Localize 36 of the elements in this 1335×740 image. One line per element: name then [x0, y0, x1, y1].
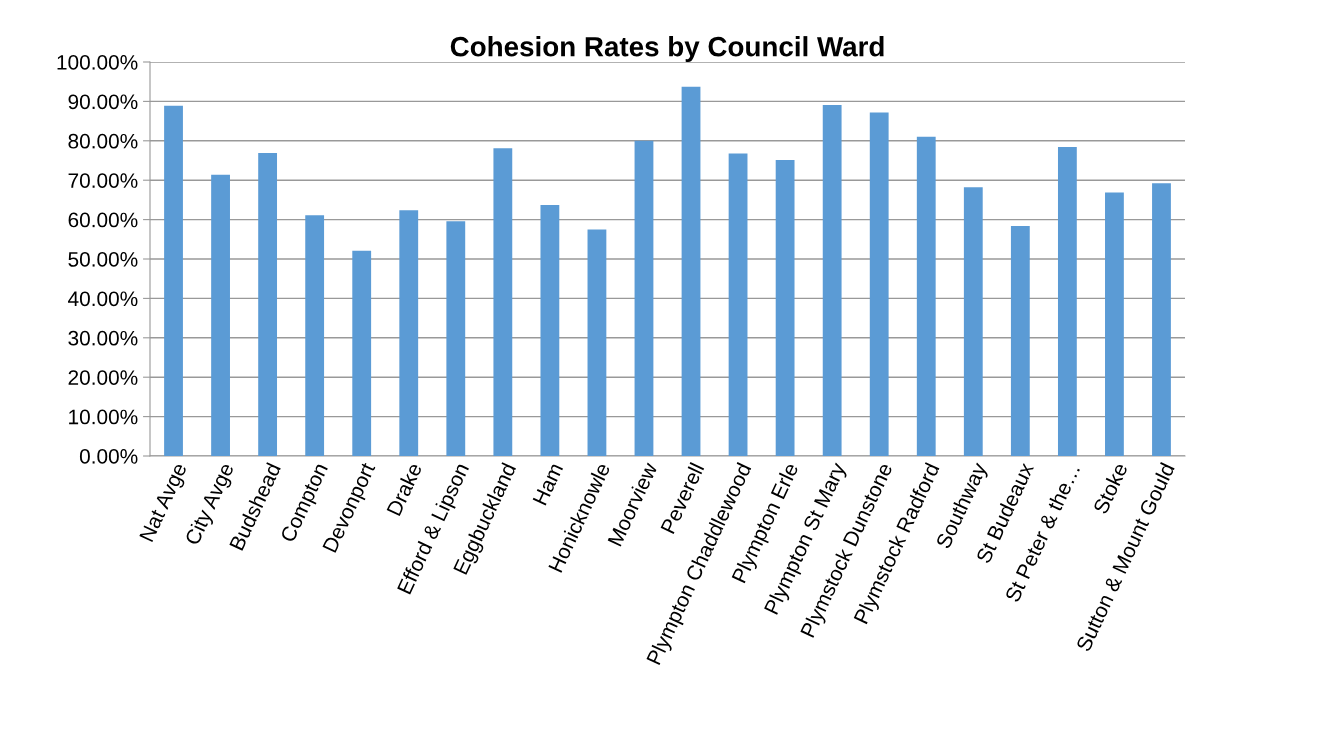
- bar: [399, 210, 419, 456]
- y-tick-label: 10.00%: [69, 409, 138, 425]
- bar: [634, 140, 654, 456]
- x-tick-label: Stoke: [1092, 461, 1128, 515]
- bar: [540, 205, 560, 456]
- bar: [352, 250, 372, 456]
- y-tick-label: 40.00%: [68, 291, 138, 307]
- y-tick-label: 80.00%: [68, 133, 138, 149]
- y-tick-label: 70.00%: [68, 173, 138, 188]
- bar: [164, 105, 183, 456]
- y-tick-label: 60.00%: [68, 212, 138, 228]
- y-tick-label: 20.00%: [68, 370, 138, 385]
- bar: [258, 153, 278, 456]
- bar: [869, 112, 889, 456]
- bar: [1010, 225, 1030, 456]
- bar: [1105, 192, 1124, 456]
- bar: [446, 221, 466, 456]
- bar: [822, 104, 842, 456]
- y-tick-label: 0.00%: [79, 449, 138, 464]
- bar: [775, 160, 795, 456]
- chart-title: Cohesion Rates by Council Ward: [450, 36, 884, 62]
- y-tick-label: 30.00%: [68, 330, 138, 346]
- bar: [681, 86, 701, 456]
- bar: [916, 136, 936, 456]
- bar: [963, 187, 983, 456]
- bar: [1152, 183, 1171, 456]
- bar: [1057, 147, 1077, 456]
- y-tick-label: 50.00%: [68, 252, 138, 267]
- x-tick-label: Drake: [385, 461, 423, 517]
- y-tick-label: 90.00%: [68, 94, 138, 110]
- y-tick-label: 100.00%: [57, 55, 138, 70]
- bar: [211, 174, 230, 456]
- bar: [728, 153, 748, 456]
- bar: [305, 215, 325, 456]
- bar: [493, 148, 513, 456]
- bar: [587, 229, 607, 456]
